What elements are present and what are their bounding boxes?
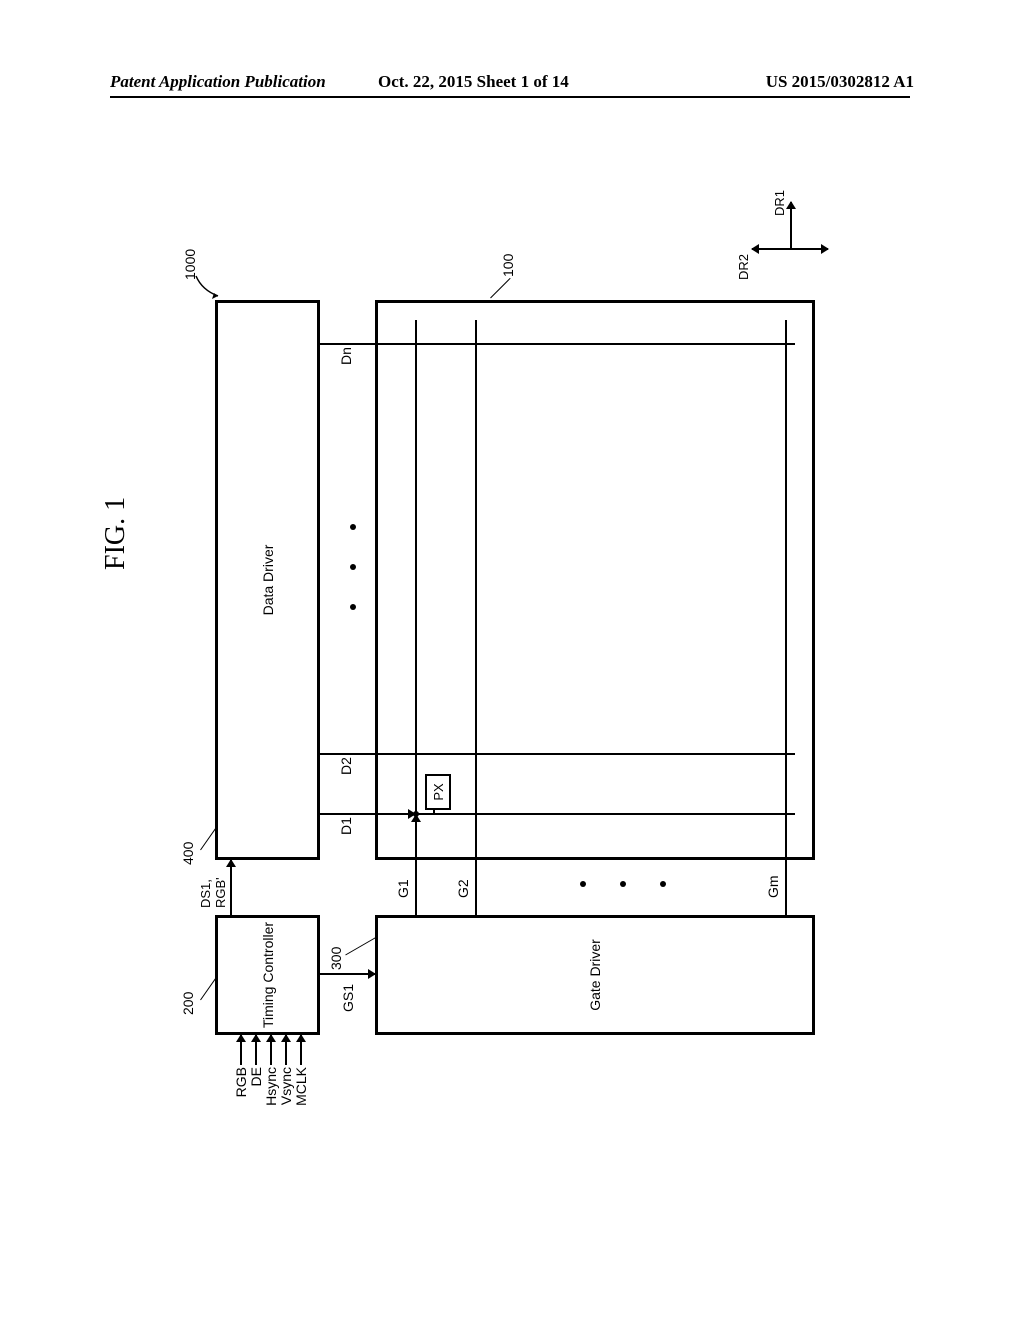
page-header: Patent Application Publication Oct. 22, …: [0, 72, 1024, 92]
data-line-d1: [320, 813, 795, 815]
ref-200: 200: [180, 992, 196, 1015]
label-dn: Dn: [338, 347, 354, 365]
stub-d1-px: [395, 813, 415, 815]
dot-d-1: [350, 604, 356, 610]
arrow-rgb: [240, 1035, 242, 1065]
stub-to-px-v: [415, 813, 433, 815]
label-d2: D2: [338, 757, 354, 775]
data-driver-label: Data Driver: [260, 545, 276, 616]
axis-dr1: [790, 202, 792, 250]
axis-dr2-down: [790, 248, 828, 250]
gate-line-g2: [475, 320, 477, 915]
label-gm: Gm: [765, 875, 781, 898]
gate-driver-label: Gate Driver: [587, 939, 603, 1011]
data-line-dn: [320, 343, 795, 345]
diagram-inner: RGB DE Hsync Vsync MCLK Timing Controlle…: [170, 200, 890, 1120]
timing-controller-label: Timing Controller: [260, 922, 276, 1028]
axes: DR1 DR2: [750, 190, 840, 280]
arrow-tc-dd: [230, 860, 232, 915]
ref-300: 300: [328, 947, 344, 970]
leader-1000: [194, 270, 224, 300]
header-mid: Oct. 22, 2015 Sheet 1 of 14: [378, 72, 646, 92]
label-gs1: GS1: [340, 984, 356, 1012]
timing-controller-box: Timing Controller: [215, 915, 320, 1035]
header-rule: [110, 96, 910, 98]
input-de: DE: [248, 1067, 264, 1115]
label-dr2: DR2: [736, 254, 751, 280]
gate-line-gm: [785, 320, 787, 915]
label-dr1: DR1: [772, 190, 787, 216]
stub-g1-px: [415, 815, 417, 845]
input-vsync: Vsync: [278, 1067, 294, 1115]
arrow-vsync: [285, 1035, 287, 1065]
arrow-hsync: [270, 1035, 272, 1065]
gate-driver-box: Gate Driver: [375, 915, 815, 1035]
pixel-label: PX: [431, 783, 446, 800]
dot-d-2: [350, 564, 356, 570]
label-ds1-rgb: DS1, RGB': [198, 877, 228, 908]
input-hsync: Hsync: [263, 1067, 279, 1115]
dot-g-3: [660, 881, 666, 887]
diagram: RGB DE Hsync Vsync MCLK Timing Controlle…: [70, 300, 990, 1020]
input-mclk: MCLK: [293, 1067, 309, 1115]
axis-dr2-up: [752, 248, 790, 250]
ref-400: 400: [180, 842, 196, 865]
dot-g-1: [580, 881, 586, 887]
dot-d-3: [350, 524, 356, 530]
label-d1: D1: [338, 817, 354, 835]
leader-300: [345, 937, 376, 955]
data-driver-box: Data Driver: [215, 300, 320, 860]
arrow-tc-gd: [320, 973, 375, 975]
input-rgb: RGB: [233, 1067, 249, 1115]
data-line-d2: [320, 753, 795, 755]
label-g1: G1: [395, 879, 411, 898]
header-right: US 2015/0302812 A1: [646, 72, 914, 92]
arrow-de: [255, 1035, 257, 1065]
ref-100: 100: [500, 254, 516, 277]
arrow-mclk: [300, 1035, 302, 1065]
header-left: Patent Application Publication: [110, 72, 378, 92]
dot-g-2: [620, 881, 626, 887]
label-g2: G2: [455, 879, 471, 898]
pixel-box: PX: [425, 774, 451, 810]
leader-100: [490, 278, 511, 299]
stub-to-px-h: [433, 809, 435, 815]
